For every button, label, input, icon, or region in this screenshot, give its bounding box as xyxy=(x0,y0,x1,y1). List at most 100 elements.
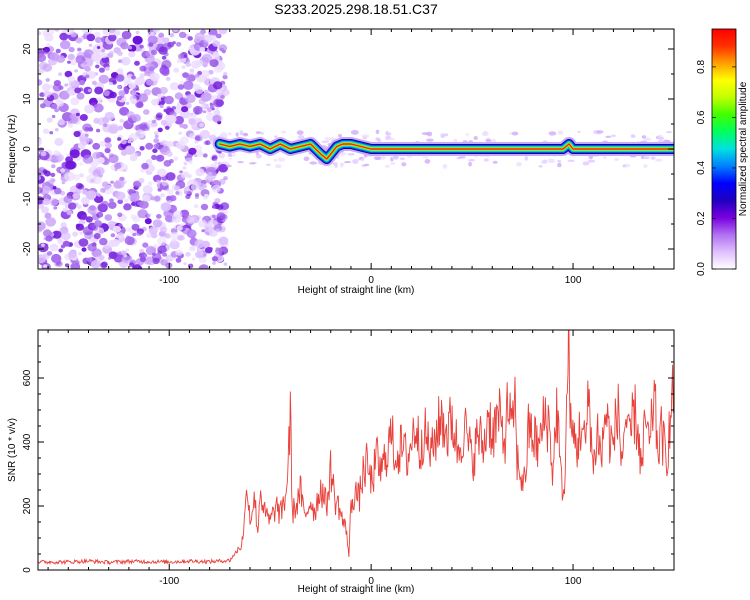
noise-blob xyxy=(51,103,58,110)
noise-blob xyxy=(334,164,338,168)
noise-blob xyxy=(88,43,93,47)
noise-blob xyxy=(195,86,204,95)
noise-blob xyxy=(139,200,149,209)
noise-blob xyxy=(105,66,110,71)
noise-blob xyxy=(211,256,219,262)
noise-blob xyxy=(143,253,148,257)
noise-blob xyxy=(108,123,120,133)
noise-blob xyxy=(169,159,174,164)
noise-blob xyxy=(53,206,58,210)
noise-blob xyxy=(98,229,104,234)
noise-blob xyxy=(121,255,132,264)
noise-blob xyxy=(175,257,182,263)
noise-blob xyxy=(468,161,472,167)
noise-blob xyxy=(220,95,225,99)
noise-blob xyxy=(98,74,110,84)
noise-blob xyxy=(99,140,107,147)
noise-blob xyxy=(38,254,47,264)
noise-blob xyxy=(68,46,75,53)
noise-blob xyxy=(239,130,244,136)
noise-blob xyxy=(174,185,180,191)
noise-blob xyxy=(614,158,620,161)
noise-blob xyxy=(118,59,123,63)
noise-blob xyxy=(42,169,48,174)
noise-blob xyxy=(81,247,87,252)
noise-blob xyxy=(87,243,97,252)
noise-blob xyxy=(118,223,123,228)
noise-blob xyxy=(202,110,207,114)
noise-blob xyxy=(577,130,581,133)
noise-blob xyxy=(137,209,148,219)
noise-blob xyxy=(38,242,49,253)
noise-blob xyxy=(92,176,102,185)
noise-blob xyxy=(384,164,390,168)
noise-blob xyxy=(175,141,186,150)
noise-blob xyxy=(86,257,93,263)
noise-blob xyxy=(114,168,118,172)
noise-blob xyxy=(198,185,204,191)
noise-blob xyxy=(343,161,352,164)
noise-blob xyxy=(95,64,100,69)
noise-blob xyxy=(77,47,82,52)
noise-blob xyxy=(126,111,135,119)
noise-blob xyxy=(274,164,282,169)
noise-blob xyxy=(212,114,222,123)
noise-blob xyxy=(119,106,130,116)
noise-blob xyxy=(138,230,143,235)
y-tick-label: 600 xyxy=(22,369,33,386)
noise-blob xyxy=(55,48,61,54)
noise-blob xyxy=(38,31,42,36)
noise-blob xyxy=(54,108,59,113)
noise-blob xyxy=(94,86,104,95)
noise-blob xyxy=(147,181,153,186)
noise-blob xyxy=(92,169,102,177)
noise-blob xyxy=(296,130,304,135)
noise-blob xyxy=(151,154,157,160)
noise-blob xyxy=(72,192,80,199)
noise-blob xyxy=(49,243,59,252)
noise-blob xyxy=(57,119,65,126)
noise-blob xyxy=(108,251,118,259)
noise-blob xyxy=(188,160,193,164)
noise-blob xyxy=(128,82,136,90)
noise-blob xyxy=(237,161,244,164)
noise-blob xyxy=(89,178,95,183)
noise-blob xyxy=(134,182,141,188)
noise-blob xyxy=(191,257,196,261)
y-tick-label: 400 xyxy=(22,433,33,450)
snr-series xyxy=(38,330,674,566)
noise-blob xyxy=(127,195,131,199)
noise-blob xyxy=(110,233,116,238)
noise-blob xyxy=(70,59,77,66)
noise-blob xyxy=(120,250,127,256)
noise-blob xyxy=(181,106,189,113)
noise-blob xyxy=(215,107,219,111)
noise-blob xyxy=(453,138,458,143)
noise-blob xyxy=(43,229,52,238)
spectrogram-x-label: Height of straight line (km) xyxy=(298,285,415,296)
noise-blob xyxy=(377,138,382,143)
figure-title: S233.2025.298.18.51.C37 xyxy=(274,1,438,17)
noise-blob xyxy=(256,154,262,159)
noise-blob xyxy=(58,72,63,77)
noise-blob xyxy=(63,195,73,204)
noise-blob xyxy=(139,73,145,79)
noise-blob xyxy=(195,168,205,177)
noise-blob xyxy=(390,162,396,165)
noise-blob xyxy=(59,32,69,41)
noise-blob xyxy=(185,93,196,104)
noise-blob xyxy=(174,115,185,125)
noise-blob xyxy=(201,240,210,248)
noise-blob xyxy=(200,203,209,211)
noise-blob xyxy=(175,191,180,195)
noise-blob xyxy=(218,29,228,35)
noise-blob xyxy=(147,164,156,172)
noise-blob xyxy=(393,156,399,160)
noise-blob xyxy=(347,153,355,156)
noise-blob xyxy=(38,68,45,75)
noise-blob xyxy=(38,169,43,174)
noise-blob xyxy=(124,198,129,203)
noise-blob xyxy=(185,251,191,257)
noise-blob xyxy=(102,184,114,195)
noise-blob xyxy=(134,129,146,139)
